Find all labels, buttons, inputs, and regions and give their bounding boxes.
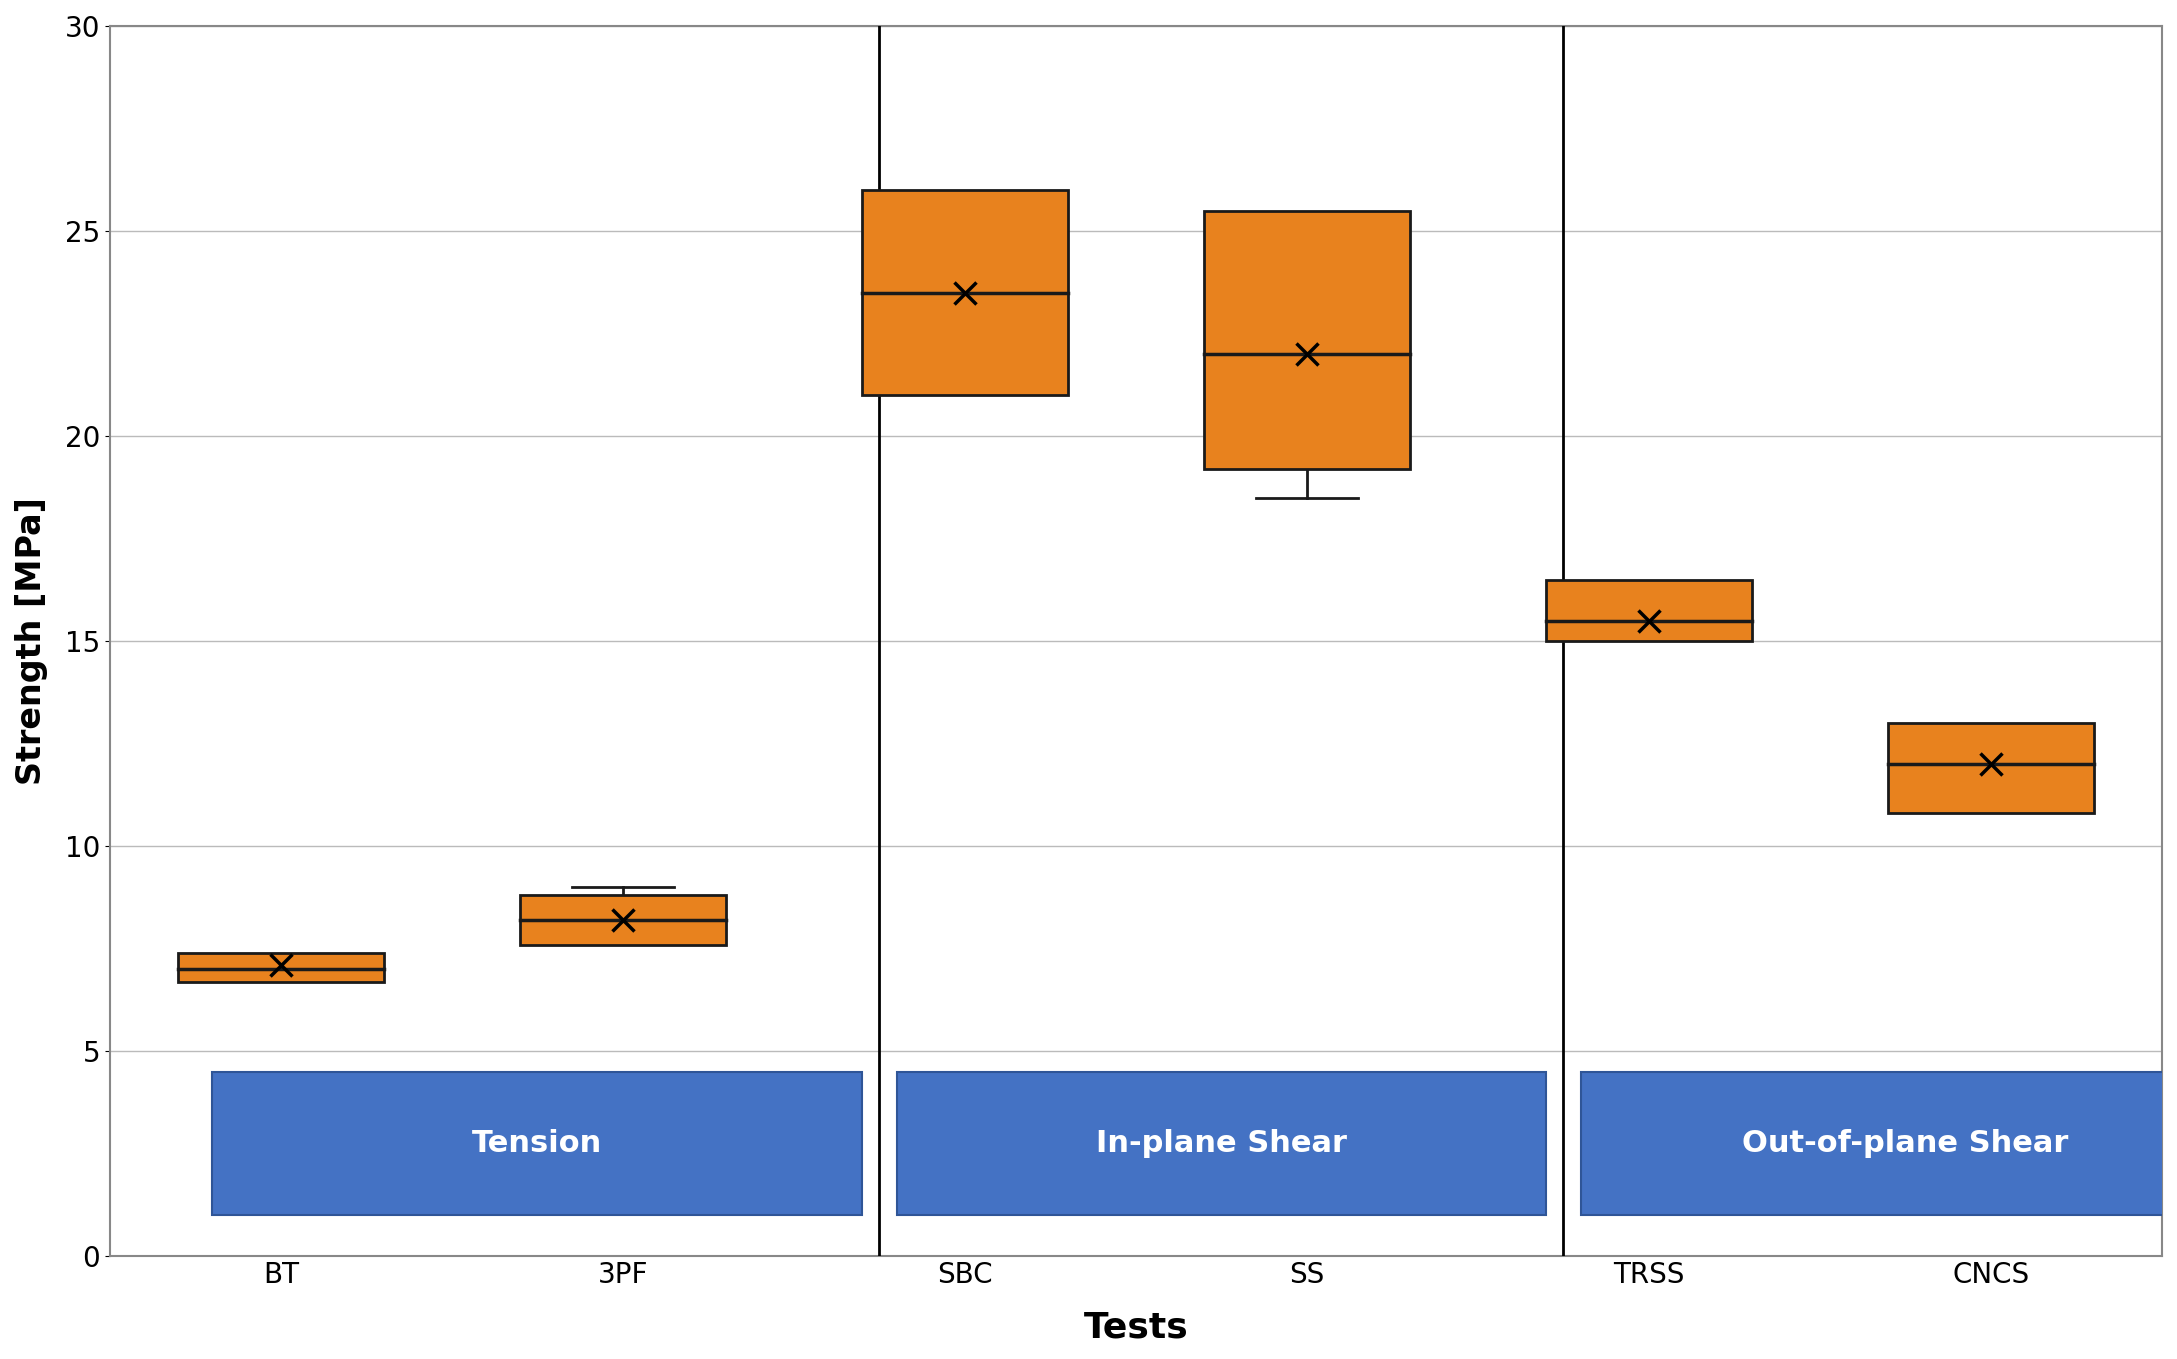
Text: Tension: Tension xyxy=(472,1129,603,1158)
X-axis label: Tests: Tests xyxy=(1084,1310,1189,1344)
Bar xyxy=(1581,1072,2177,1215)
Bar xyxy=(897,1072,1546,1215)
Bar xyxy=(179,953,383,981)
Bar xyxy=(520,896,725,945)
Bar xyxy=(862,190,1067,395)
Bar xyxy=(213,1072,862,1215)
Bar xyxy=(1546,580,1752,641)
Text: In-plane Shear: In-plane Shear xyxy=(1095,1129,1348,1158)
Bar xyxy=(1204,211,1409,469)
Y-axis label: Strength [MPa]: Strength [MPa] xyxy=(15,497,48,786)
Text: Out-of-plane Shear: Out-of-plane Shear xyxy=(1742,1129,2068,1158)
Bar xyxy=(1887,723,2094,814)
